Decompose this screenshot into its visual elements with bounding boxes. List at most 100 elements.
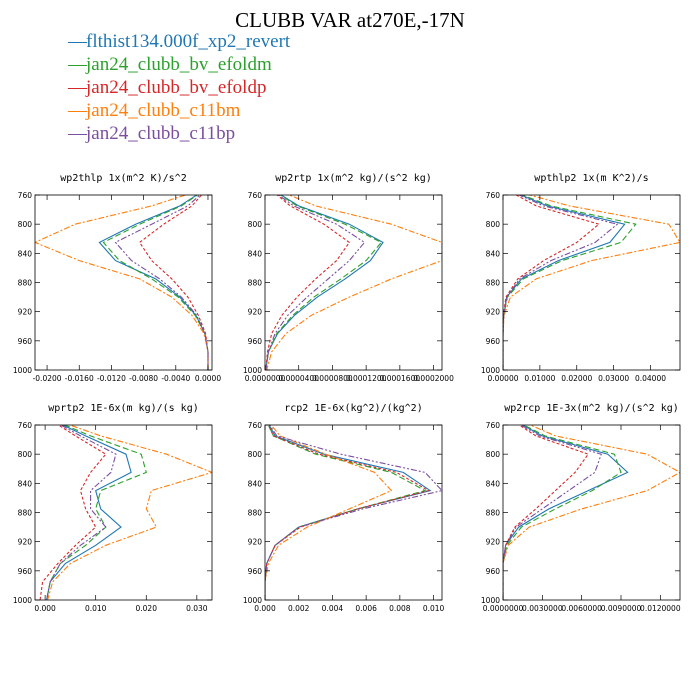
series-line: [503, 425, 603, 600]
x-tick-label: 0.0001600: [380, 374, 421, 383]
x-tick-label: 0.0001200: [346, 374, 387, 383]
y-tick-label: 760: [248, 421, 263, 430]
series-line: [46, 425, 117, 600]
y-tick-label: 840: [18, 479, 33, 488]
x-tick-label: 0.04000: [635, 374, 666, 383]
x-tick-label: -0.0120: [97, 374, 126, 383]
y-tick-label: 1000: [13, 366, 32, 375]
y-tick-label: 960: [248, 567, 263, 576]
series-line: [114, 195, 209, 370]
x-tick-label: 0.0000400: [278, 374, 319, 383]
plot-frame: [34, 194, 213, 371]
y-tick-label: 760: [18, 191, 33, 200]
x-tick-label: -0.0200: [33, 374, 62, 383]
plot-frame: [34, 424, 213, 601]
x-tick-label: 0.0030000: [522, 604, 563, 613]
y-tick-label: 920: [18, 308, 33, 317]
series-line: [503, 195, 680, 370]
y-tick-label: 920: [486, 538, 501, 547]
x-tick-label: 0.002: [288, 604, 310, 613]
x-tick-label: 0.010: [85, 604, 107, 613]
x-tick-label: 0.004: [322, 604, 344, 613]
y-tick-label: 800: [486, 220, 501, 229]
series-line: [265, 425, 393, 600]
legend-item: — jan24_clubb_bv_efoldp: [68, 76, 290, 99]
y-tick-label: 960: [248, 337, 263, 346]
y-tick-label: 840: [248, 479, 263, 488]
y-tick-label: 1000: [13, 596, 32, 605]
y-tick-label: 960: [18, 337, 33, 346]
x-tick-label: 0.008: [389, 604, 411, 613]
y-tick-label: 920: [248, 308, 263, 317]
series-line: [46, 425, 132, 600]
x-tick-label: 0.03000: [598, 374, 629, 383]
panel-title: rcp2 1E-6x(kg^2)/(kg^2): [284, 403, 422, 414]
y-tick-label: 880: [248, 509, 263, 518]
x-tick-label: 0.000: [254, 604, 276, 613]
legend-item: — jan24_clubb_c11bm: [68, 99, 290, 122]
y-tick-label: 800: [18, 220, 33, 229]
panel-title: wprtp2 1E-6x(m kg)/(s kg): [48, 403, 199, 414]
x-tick-label: 0.01000: [524, 374, 555, 383]
y-tick-label: 760: [248, 191, 263, 200]
x-tick-label: 0.0002000: [413, 374, 454, 383]
y-tick-label: 800: [248, 220, 263, 229]
x-tick-label: 0.02000: [561, 374, 592, 383]
y-tick-label: 800: [486, 450, 501, 459]
series-line: [503, 195, 637, 370]
panel-title: wp2rcp 1E-3x(m^2 kg)/(s^2 kg): [504, 403, 679, 414]
y-tick-label: 880: [18, 279, 33, 288]
legend-label: flthist134.000f_xp2_revert: [86, 31, 291, 52]
series-line: [46, 425, 147, 600]
x-tick-label: 0.000: [34, 604, 56, 613]
legend-item: — jan24_clubb_c11bp: [68, 122, 290, 145]
y-tick-label: 760: [18, 421, 33, 430]
y-tick-label: 1000: [243, 366, 262, 375]
panel-title: wpthlp2 1x(m K^2)/s: [534, 173, 648, 184]
legend-label: jan24_clubb_c11bp: [86, 123, 236, 144]
y-tick-label: 960: [486, 337, 501, 346]
x-tick-label: -0.0080: [129, 374, 158, 383]
y-tick-label: 840: [486, 249, 501, 258]
y-tick-label: 880: [486, 279, 501, 288]
panel: rcp2 1E-6x(kg^2)/(kg^2) 760 800 840 880 920 96…: [243, 403, 445, 613]
x-tick-label: 0.010: [423, 604, 445, 613]
y-tick-label: 840: [486, 479, 501, 488]
y-tick-label: 920: [18, 538, 33, 547]
y-tick-label: 880: [486, 509, 501, 518]
x-tick-label: -0.0160: [65, 374, 94, 383]
panel-title: wp2thlp 1x(m^2 K)/s^2: [60, 173, 186, 184]
y-tick-label: 760: [486, 421, 501, 430]
series-line: [265, 195, 351, 370]
x-tick-label: 0.030: [186, 604, 208, 613]
series-line: [265, 425, 442, 600]
y-tick-label: 960: [18, 567, 33, 576]
x-tick-label: 0.020: [136, 604, 158, 613]
panel: wprtp2 1E-6x(m kg)/(s kg) 760 800 840 880 920…: [13, 403, 213, 613]
series-line: [266, 195, 442, 370]
y-tick-label: 960: [486, 567, 501, 576]
x-tick-label: 0.00000: [487, 374, 518, 383]
x-tick-label: 0.0060000: [561, 604, 602, 613]
series-line: [39, 425, 107, 600]
series-line: [35, 195, 209, 370]
panel-title: wp2rtp 1x(m^2 kg)/(s^2 kg): [275, 173, 432, 184]
x-tick-label: 0.0000000: [483, 604, 524, 613]
series-line: [503, 425, 629, 600]
legend-item: — flthist134.000f_xp2_revert: [68, 30, 290, 53]
legend-item: — jan24_clubb_bv_efoldm: [68, 53, 290, 76]
panel: wp2thlp 1x(m^2 K)/s^2 760 800 840 880 920 960 1…: [13, 173, 221, 383]
panel: wpthlp2 1x(m K^2)/s 760 800 840 880 920 960 100…: [481, 173, 681, 383]
y-tick-label: 800: [248, 450, 263, 459]
y-tick-label: 920: [486, 308, 501, 317]
legend-line-marker: —: [68, 54, 87, 75]
y-tick-label: 880: [18, 509, 33, 518]
series-line: [265, 425, 427, 600]
y-tick-label: 920: [248, 538, 263, 547]
plot-frame: [264, 424, 443, 601]
plot-frame: [502, 194, 681, 371]
legend: — flthist134.000f_xp2_revert — jan24_club…: [68, 30, 290, 145]
panel: wp2rcp 1E-3x(m^2 kg)/(s^2 kg)760 800 840 88…: [481, 403, 681, 613]
series-line: [265, 425, 430, 600]
